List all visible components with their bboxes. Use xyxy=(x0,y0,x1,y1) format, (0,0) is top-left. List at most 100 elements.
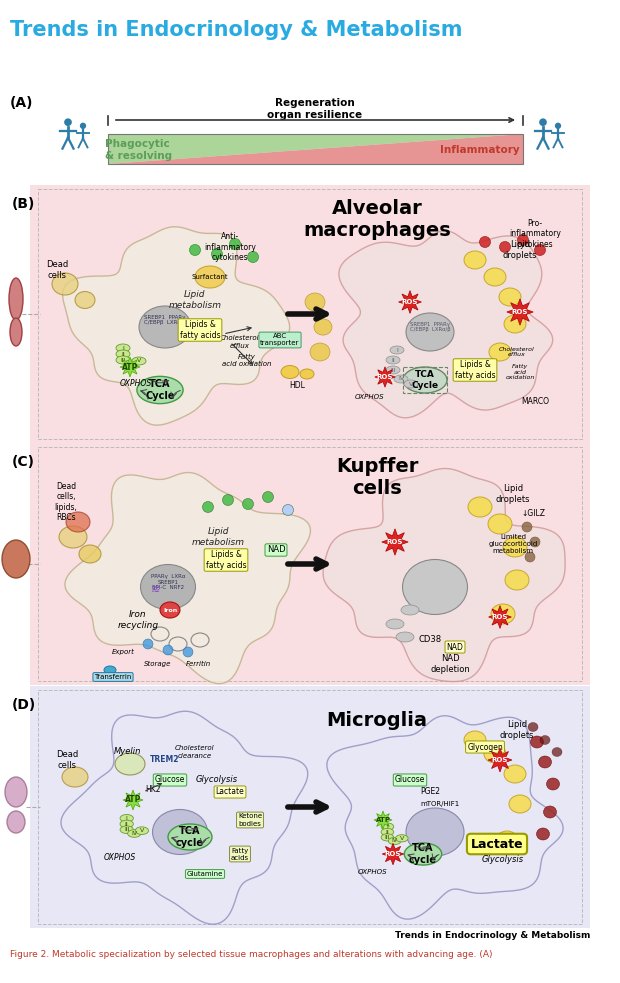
Text: (C): (C) xyxy=(12,455,35,469)
Text: Dead
cells: Dead cells xyxy=(56,750,78,770)
Text: OXPHOS: OXPHOS xyxy=(358,869,388,875)
Polygon shape xyxy=(382,529,408,555)
Text: ↓GILZ: ↓GILZ xyxy=(521,509,545,518)
Ellipse shape xyxy=(281,366,299,378)
Text: Export: Export xyxy=(112,649,135,655)
Ellipse shape xyxy=(128,830,141,838)
Text: NAD
depletion: NAD depletion xyxy=(430,655,470,673)
Ellipse shape xyxy=(247,252,259,262)
Ellipse shape xyxy=(190,245,200,256)
Ellipse shape xyxy=(66,512,90,532)
Ellipse shape xyxy=(504,765,526,783)
Text: HK2: HK2 xyxy=(145,785,161,794)
Text: Limited
glucocorticoid
metabolism: Limited glucocorticoid metabolism xyxy=(489,534,538,554)
Text: TCA
cycle: TCA cycle xyxy=(409,843,437,865)
Text: Inflammatory: Inflammatory xyxy=(440,145,520,155)
Ellipse shape xyxy=(386,619,404,629)
Ellipse shape xyxy=(262,492,273,502)
Ellipse shape xyxy=(132,357,146,365)
Text: ATP: ATP xyxy=(125,795,141,804)
Text: Ketone
bodies: Ketone bodies xyxy=(238,814,262,827)
Text: ROS: ROS xyxy=(512,309,528,315)
Text: I: I xyxy=(386,824,388,829)
Text: I: I xyxy=(126,816,128,821)
Text: Regeneration
organ resilience: Regeneration organ resilience xyxy=(267,98,363,120)
Text: Glycogen: Glycogen xyxy=(467,742,503,751)
Text: Transferrin: Transferrin xyxy=(94,674,131,680)
Text: TREM2: TREM2 xyxy=(150,756,180,765)
Text: Microglia: Microglia xyxy=(327,712,428,730)
Ellipse shape xyxy=(135,827,149,835)
Ellipse shape xyxy=(518,235,528,246)
Polygon shape xyxy=(123,790,143,810)
Text: OXPHOS: OXPHOS xyxy=(120,379,153,388)
Ellipse shape xyxy=(143,639,153,649)
Text: ROS: ROS xyxy=(387,539,403,545)
Polygon shape xyxy=(327,716,563,919)
Bar xyxy=(30,443,590,685)
Ellipse shape xyxy=(300,369,314,379)
Text: SREBP1  PPARγ
C/EBPβ  LXRα/β: SREBP1 PPARγ C/EBPβ LXRα/β xyxy=(144,315,186,325)
Ellipse shape xyxy=(544,806,557,818)
Polygon shape xyxy=(61,712,308,924)
Text: ROS: ROS xyxy=(492,614,508,620)
Ellipse shape xyxy=(141,564,195,609)
Text: Lipid
droplets: Lipid droplets xyxy=(496,485,530,503)
Ellipse shape xyxy=(396,835,408,841)
Text: III: III xyxy=(384,835,390,839)
Ellipse shape xyxy=(464,251,486,269)
Ellipse shape xyxy=(522,522,532,532)
Text: Iron
recycling: Iron recycling xyxy=(117,610,159,630)
Ellipse shape xyxy=(381,823,394,831)
Ellipse shape xyxy=(406,808,464,856)
Ellipse shape xyxy=(62,767,88,787)
Ellipse shape xyxy=(120,815,133,822)
Ellipse shape xyxy=(64,118,72,126)
Text: Trends in Endocrinology & Metabolism: Trends in Endocrinology & Metabolism xyxy=(394,931,590,940)
Text: II: II xyxy=(121,352,125,357)
Text: (D): (D) xyxy=(12,698,36,712)
Ellipse shape xyxy=(491,604,515,624)
Ellipse shape xyxy=(52,273,78,295)
Text: SREBP1  PPARγ
C/EBPβ  LXRα/β: SREBP1 PPARγ C/EBPβ LXRα/β xyxy=(410,321,450,332)
Polygon shape xyxy=(375,367,395,387)
Ellipse shape xyxy=(9,278,23,320)
Text: TCA
Cycle: TCA Cycle xyxy=(145,379,175,401)
Text: Myelin: Myelin xyxy=(113,747,141,757)
Text: Lipid
droplets: Lipid droplets xyxy=(503,240,538,260)
Text: mTOR/HIF1: mTOR/HIF1 xyxy=(420,801,459,807)
Text: ATP: ATP xyxy=(376,817,391,823)
Ellipse shape xyxy=(120,826,133,834)
Text: Figure 2. Metabolic specialization by selected tissue macrophages and alteration: Figure 2. Metabolic specialization by se… xyxy=(10,950,492,959)
Ellipse shape xyxy=(137,376,183,404)
Text: PPARγ  LXRα
SREBP1
SPI-C  NRF2: PPARγ LXRα SREBP1 SPI-C NRF2 xyxy=(151,574,185,591)
Ellipse shape xyxy=(484,745,506,763)
Text: ROS: ROS xyxy=(402,299,418,305)
Bar xyxy=(30,185,590,443)
Ellipse shape xyxy=(484,268,506,286)
Ellipse shape xyxy=(534,245,546,256)
Ellipse shape xyxy=(528,723,538,731)
Ellipse shape xyxy=(499,288,521,306)
Polygon shape xyxy=(63,227,290,425)
Ellipse shape xyxy=(540,735,550,744)
Text: Anti-
inflammatory
cytokines: Anti- inflammatory cytokines xyxy=(204,232,256,261)
Text: V: V xyxy=(400,836,404,840)
Ellipse shape xyxy=(509,795,531,813)
Text: Lipids &
fatty acids: Lipids & fatty acids xyxy=(454,361,495,379)
Text: ATP: ATP xyxy=(122,363,138,372)
Text: OXPHOS: OXPHOS xyxy=(355,394,385,400)
Ellipse shape xyxy=(116,356,130,364)
Ellipse shape xyxy=(120,820,133,828)
Text: Storage: Storage xyxy=(144,661,172,667)
Polygon shape xyxy=(399,291,422,314)
Text: Glycolysis: Glycolysis xyxy=(482,855,524,864)
Ellipse shape xyxy=(489,343,511,361)
Polygon shape xyxy=(507,299,533,325)
Bar xyxy=(38,690,582,924)
Text: PGE2: PGE2 xyxy=(420,787,440,796)
Ellipse shape xyxy=(242,498,254,509)
Ellipse shape xyxy=(116,350,130,358)
Text: Kupffer
cells: Kupffer cells xyxy=(336,457,418,498)
Bar xyxy=(30,686,590,928)
